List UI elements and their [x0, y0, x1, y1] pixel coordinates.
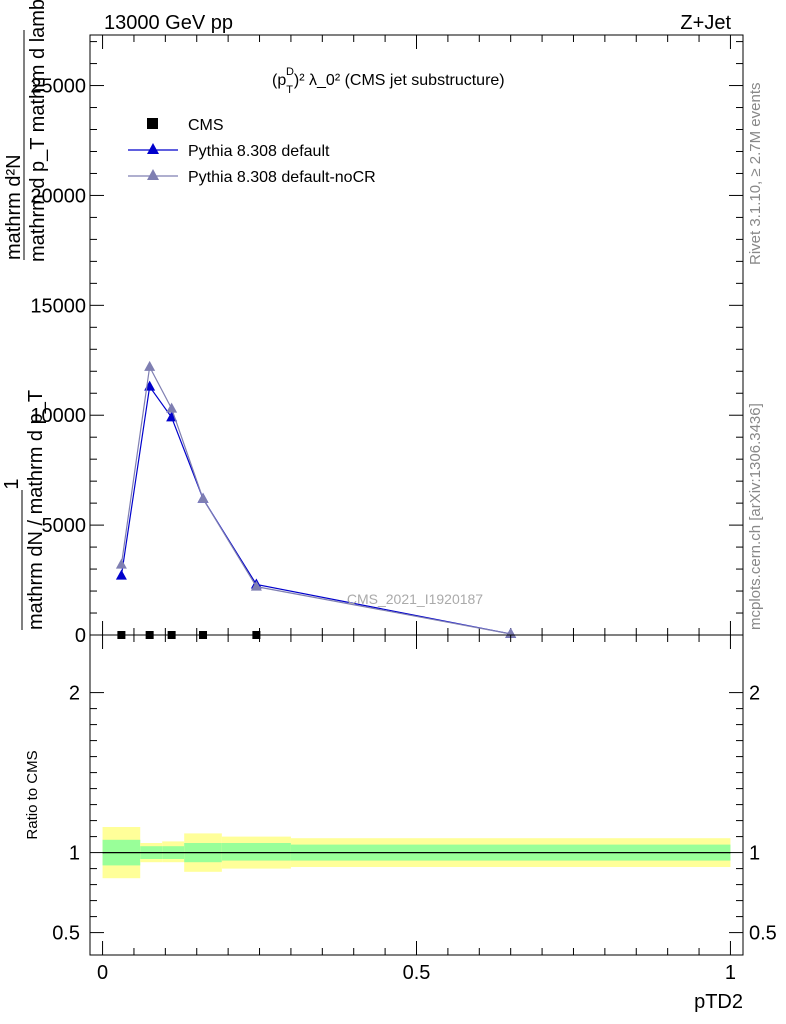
ratio-plot-frame — [89, 634, 744, 956]
ratio-ytick-label-right: 0.5 — [749, 923, 777, 945]
main-ytick-label: 5000 — [42, 515, 87, 537]
ratio-band-inner — [221, 843, 291, 861]
legend-marker-cms — [147, 118, 158, 129]
main-plot: 0 5000 10000 15000 20000 25000 (pTD)² λ_0² (C… — [1, 0, 744, 647]
watermark: CMS_2021_I1920187 — [347, 591, 483, 607]
x-axis-label: pTD2 — [694, 991, 743, 1013]
ratio-ytick-label: 0.5 — [52, 923, 80, 945]
rivet-label: Rivet 3.1.10, ≥ 2.7M events — [747, 83, 764, 266]
header-left: 13000 GeV pp — [104, 12, 233, 34]
legend-label-nocr: Pythia 8.308 default-noCR — [188, 169, 376, 186]
ylabel-prefix-denominator: mathrm dN / mathrm d p_T — [25, 390, 47, 630]
series-marker-2 — [144, 360, 156, 371]
series-line-2 — [120, 364, 511, 635]
main-title: (pTD)² λ_0² (CMS jet substructure) — [272, 66, 505, 96]
xtick-label: 1 — [725, 962, 736, 984]
ratio-ytick-label: 2 — [69, 683, 80, 705]
main-ytick-label: 10000 — [30, 405, 86, 427]
legend-marker-default — [147, 143, 159, 154]
legend-marker-nocr — [147, 169, 159, 180]
ratio-y-axis-label: Ratio to CMS — [24, 750, 41, 839]
ylabel-numerator: mathrm d²N — [3, 154, 25, 260]
ratio-tick-labels: 0.5 0.5 1 1 2 2 — [52, 683, 777, 945]
xtick-label: 0 — [97, 962, 108, 984]
main-ytick-label: 15000 — [30, 295, 86, 317]
main-ytick-label: 25000 — [30, 76, 86, 98]
main-ticks — [90, 35, 743, 636]
mcplots-label: mcplots.cern.ch [arXiv:1306.3436] — [747, 403, 764, 630]
legend-label-cms: CMS — [188, 117, 224, 134]
ratio-plot: 0.5 0.51 12 2 0 0.5 1 Ratio to CMS pTD2 — [24, 634, 777, 1013]
series-line-1 — [120, 385, 511, 635]
main-ytick-label: 0 — [75, 625, 86, 647]
header-right: Z+Jet — [680, 12, 731, 34]
main-y-axis-label: 1 mathrm dN / mathrm d p_T mathrm d²N ma… — [1, 0, 49, 630]
main-tick-labels: 0 5000 10000 15000 20000 25000 — [30, 76, 86, 647]
main-ytick-label: 20000 — [30, 185, 86, 207]
series-marker-1 — [115, 569, 127, 580]
series-marker-1 — [144, 380, 156, 391]
series-marker-2 — [250, 580, 262, 591]
ylabel-prefix-numerator: 1 — [1, 478, 23, 489]
ratio-ytick-label: 1 — [69, 843, 80, 865]
legend-label-default: Pythia 8.308 default — [188, 143, 330, 160]
ratio-ytick-label-right: 2 — [749, 683, 760, 705]
ratio-ytick-label-right: 1 — [749, 843, 760, 865]
series-marker-2 — [197, 492, 209, 503]
xtick-label: 0.5 — [403, 962, 431, 984]
legend: CMS Pythia 8.308 default Pythia 8.308 de… — [128, 117, 376, 186]
series-marker-2 — [115, 558, 127, 569]
ratio-ticks — [90, 635, 743, 955]
series-marker-1 — [166, 411, 178, 422]
ylabel-denominator: mathrm d p_T mathrm d lambda — [27, 0, 49, 262]
x-tick-labels: 0 0.5 1 — [97, 962, 736, 984]
series-marker-2 — [166, 402, 178, 413]
